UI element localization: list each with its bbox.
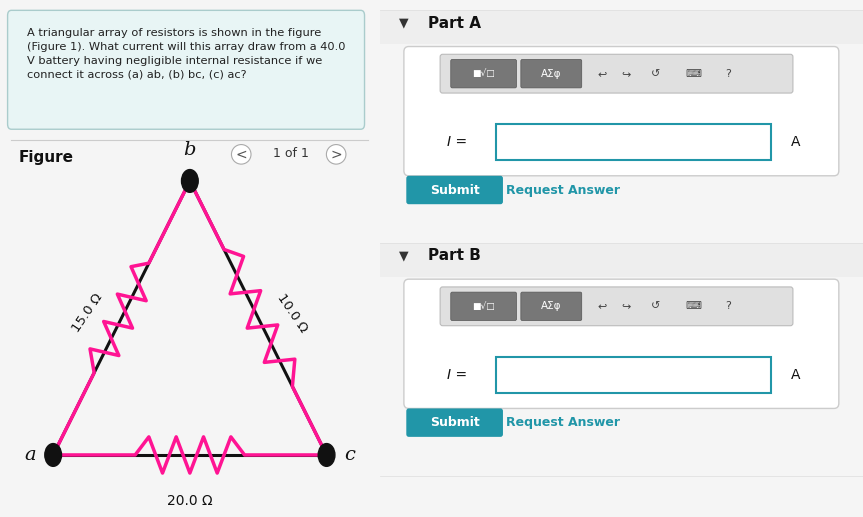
Text: Part A: Part A	[428, 16, 481, 31]
Text: ⌨: ⌨	[686, 301, 702, 311]
Text: a: a	[24, 446, 36, 464]
Text: ■√□: ■√□	[472, 302, 495, 311]
Text: Submit: Submit	[430, 416, 480, 430]
Text: A: A	[791, 135, 800, 149]
Text: I =: I =	[447, 368, 467, 382]
Text: ⌨: ⌨	[686, 69, 702, 79]
FancyBboxPatch shape	[495, 124, 772, 160]
FancyBboxPatch shape	[406, 408, 503, 437]
Text: Part B: Part B	[428, 248, 481, 264]
Text: ΑΣφ: ΑΣφ	[541, 301, 562, 311]
Text: ↪: ↪	[621, 301, 631, 311]
Text: 20.0 Ω: 20.0 Ω	[167, 494, 212, 509]
Circle shape	[318, 444, 335, 466]
FancyBboxPatch shape	[440, 54, 793, 93]
Text: >: >	[331, 147, 342, 161]
Text: ↺: ↺	[651, 301, 660, 311]
FancyBboxPatch shape	[450, 59, 516, 88]
FancyBboxPatch shape	[380, 243, 863, 277]
Text: ↺: ↺	[651, 69, 660, 79]
Text: ?: ?	[725, 69, 731, 79]
Text: b: b	[184, 141, 196, 159]
Text: ▼: ▼	[399, 17, 409, 30]
Text: ↪: ↪	[621, 69, 631, 79]
Text: c: c	[343, 446, 355, 464]
Text: ↩: ↩	[597, 69, 607, 79]
FancyBboxPatch shape	[521, 59, 582, 88]
Text: ▼: ▼	[399, 249, 409, 263]
Text: ■√□: ■√□	[472, 69, 495, 78]
Text: ΑΣφ: ΑΣφ	[541, 69, 562, 79]
Text: ?: ?	[725, 301, 731, 311]
Text: Submit: Submit	[430, 184, 480, 197]
FancyBboxPatch shape	[380, 10, 863, 44]
Circle shape	[45, 444, 61, 466]
Text: I =: I =	[447, 135, 467, 149]
Text: A: A	[791, 368, 800, 382]
FancyBboxPatch shape	[404, 47, 839, 176]
FancyBboxPatch shape	[521, 292, 582, 321]
Text: Request Answer: Request Answer	[507, 416, 620, 430]
FancyBboxPatch shape	[404, 279, 839, 408]
Text: A triangular array of resistors is shown in the figure
(Figure 1). What current : A triangular array of resistors is shown…	[27, 28, 345, 79]
Text: 10.0 Ω: 10.0 Ω	[274, 291, 310, 334]
Text: Request Answer: Request Answer	[507, 184, 620, 197]
Text: 15.0 Ω: 15.0 Ω	[70, 291, 105, 334]
FancyBboxPatch shape	[440, 287, 793, 326]
Text: Figure: Figure	[19, 150, 74, 165]
FancyBboxPatch shape	[450, 292, 516, 321]
Text: 1 of 1: 1 of 1	[274, 147, 309, 160]
Circle shape	[181, 170, 198, 192]
Text: <: <	[236, 147, 247, 161]
Text: ↩: ↩	[597, 301, 607, 311]
FancyBboxPatch shape	[8, 10, 364, 129]
FancyBboxPatch shape	[495, 357, 772, 393]
FancyBboxPatch shape	[406, 176, 503, 204]
